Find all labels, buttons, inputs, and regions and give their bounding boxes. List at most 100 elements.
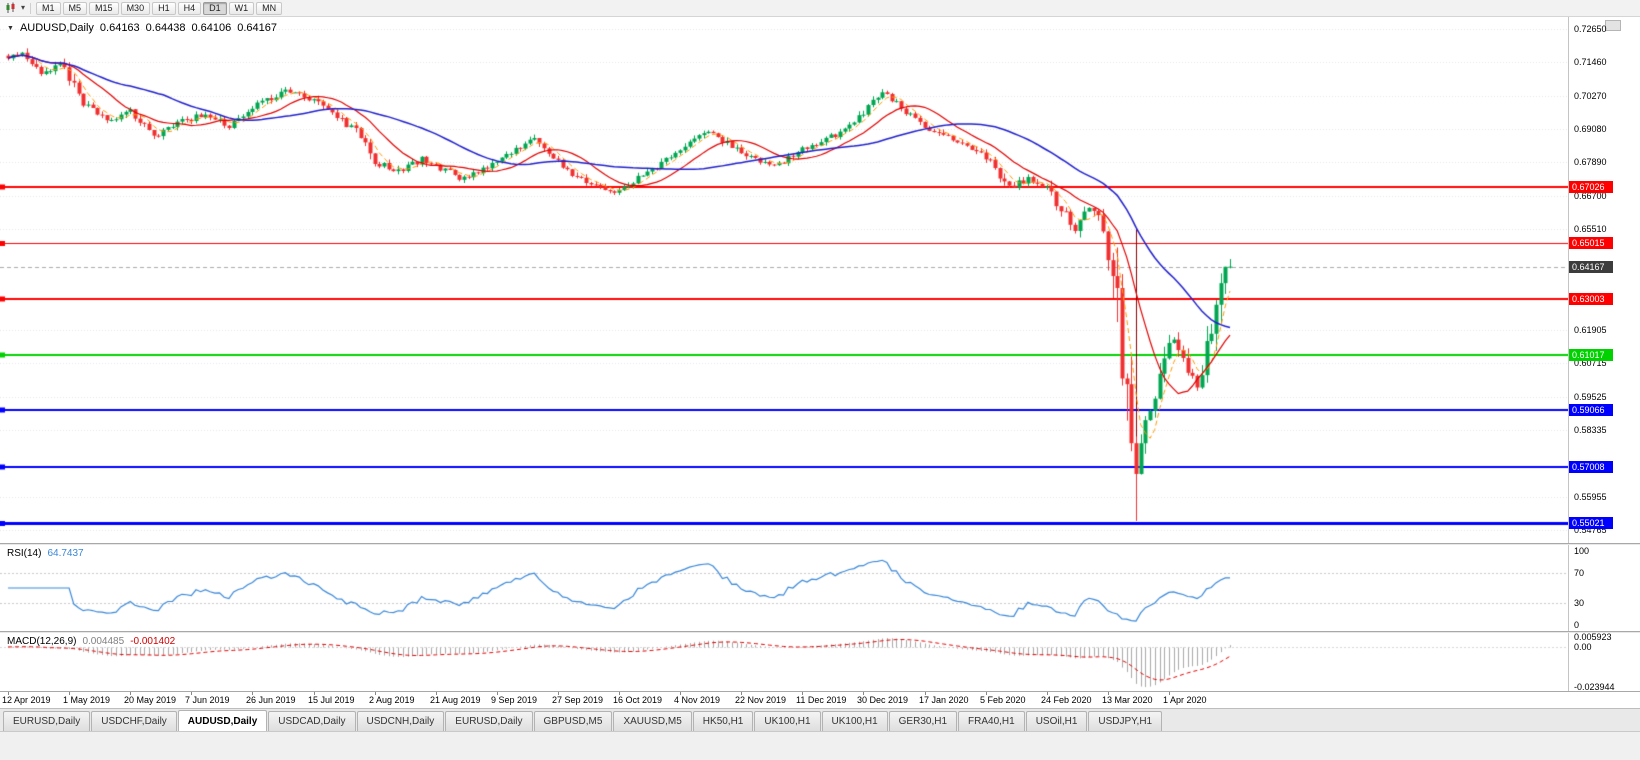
current-price-badge: 0.64167 xyxy=(1569,261,1613,273)
timeframe-button-h1[interactable]: H1 xyxy=(152,1,176,15)
tab-usoil-h1[interactable]: USOil,H1 xyxy=(1025,711,1088,731)
timeframe-buttons: M1 M5 M15 M30 H1 H4 D1 W1 MN xyxy=(36,1,283,15)
time-axis-label: 24 Feb 2020 xyxy=(1041,695,1092,705)
tab-eurusd-daily[interactable]: EURUSD,Daily xyxy=(3,711,91,731)
time-axis[interactable]: 12 Apr 2019 1 May 2019 20 May 2019 7 Jun 20… xyxy=(0,691,1640,708)
rsi-axis-label: 70 xyxy=(1574,568,1585,579)
time-tick xyxy=(252,692,253,695)
time-tick xyxy=(1108,692,1109,695)
time-tick xyxy=(925,692,926,695)
tab-hk50-h1[interactable]: HK50,H1 xyxy=(692,711,754,731)
time-tick xyxy=(863,692,864,695)
price-axis-label: 0.72650 xyxy=(1574,24,1607,35)
chart-tab-bar: EURUSD,Daily USDCHF,Daily AUDUSD,Daily USDC… xyxy=(0,708,1640,731)
price-chart-canvas[interactable] xyxy=(0,17,1568,543)
tab-xauusd-m5[interactable]: XAUUSD,M5 xyxy=(613,711,692,731)
price-line-badge: 0.61017 xyxy=(1569,349,1613,361)
price-axis-label: 0.67890 xyxy=(1574,157,1607,168)
timeframe-button-h4[interactable]: H4 xyxy=(177,1,202,15)
tab-eurusd-daily[interactable]: EURUSD,Daily xyxy=(445,711,533,731)
macd-panel: MACD(12,26,9) 0.004485 -0.001402 0.00592… xyxy=(0,633,1640,691)
main-chart-panel: ▼ AUDUSD,Daily 0.64163 0.64438 0.64106 0… xyxy=(0,17,1640,543)
time-tick xyxy=(314,692,315,695)
chart-type-icon[interactable] xyxy=(3,2,19,15)
tab-fra40-h1[interactable]: FRA40,H1 xyxy=(958,711,1025,731)
timeframe-button-m30[interactable]: M30 xyxy=(120,1,151,15)
time-tick xyxy=(741,692,742,695)
timeframe-button-m5[interactable]: M5 xyxy=(62,1,88,15)
time-axis-label: 4 Nov 2019 xyxy=(674,695,721,705)
tab-gbpusd-m5[interactable]: GBPUSD,M5 xyxy=(533,711,613,731)
time-tick xyxy=(619,692,620,695)
timeframe-toolbar: ▾ M1 M5 M15 M30 H1 H4 D1 W1 MN xyxy=(0,0,1640,17)
chart-type-dropdown-icon[interactable]: ▾ xyxy=(21,3,26,12)
time-axis-label: 15 Jul 2019 xyxy=(308,695,355,705)
timeframe-button-m15[interactable]: M15 xyxy=(89,1,119,15)
tab-audusd-daily[interactable]: AUDUSD,Daily xyxy=(177,710,268,731)
ohlc-low: 0.64106 xyxy=(191,22,232,34)
symbol-dropdown-icon[interactable]: ▼ xyxy=(7,24,14,32)
macd-chart-canvas[interactable] xyxy=(0,633,1568,691)
macd-axis-label: 0.00 xyxy=(1574,641,1592,652)
tab-usdchf-daily[interactable]: USDCHF,Daily xyxy=(91,711,177,731)
timeframe-button-mn[interactable]: MN xyxy=(256,1,283,15)
time-tick xyxy=(1169,692,1170,695)
time-axis-label: 7 Jun 2019 xyxy=(185,695,230,705)
panel-splitter[interactable] xyxy=(0,631,1640,633)
timeframe-button-d1[interactable]: D1 xyxy=(203,1,227,15)
time-axis-label: 27 Sep 2019 xyxy=(552,695,604,705)
time-tick xyxy=(802,692,803,695)
tab-usdcad-daily[interactable]: USDCAD,Daily xyxy=(268,711,356,731)
tab-usdjpy-h1[interactable]: USDJPY,H1 xyxy=(1088,711,1163,731)
rsi-value: 64.7437 xyxy=(47,548,84,559)
time-tick xyxy=(497,692,498,695)
price-line-badge: 0.63003 xyxy=(1569,293,1613,305)
macd-axis-label: 0.005923 xyxy=(1574,633,1612,642)
price-axis-label: 0.66700 xyxy=(1574,190,1607,201)
status-bar xyxy=(0,731,1640,760)
macd-signal-value: -0.001402 xyxy=(130,636,176,647)
time-axis-label: 16 Oct 2019 xyxy=(613,695,663,705)
tab-usdcnh-daily[interactable]: USDCNH,Daily xyxy=(356,711,445,731)
tab-uk100-h1[interactable]: UK100,H1 xyxy=(821,711,888,731)
timeframe-button-w1[interactable]: W1 xyxy=(228,1,255,15)
price-axis-label: 0.54765 xyxy=(1574,524,1607,535)
chart-shift-marker[interactable] xyxy=(1605,20,1621,31)
price-axis-label: 0.60715 xyxy=(1574,358,1607,369)
price-line-badge: 0.67026 xyxy=(1569,181,1613,193)
time-tick xyxy=(986,692,987,695)
rsi-panel: RSI(14) 64.7437 100 70 30 0 xyxy=(0,545,1640,631)
rsi-axis-label: 30 xyxy=(1574,597,1585,608)
panel-splitter[interactable] xyxy=(0,543,1640,545)
time-axis-label: 30 Dec 2019 xyxy=(857,695,909,705)
macd-header: MACD(12,26,9) 0.004485 -0.001402 xyxy=(7,636,175,647)
price-line-badge: 0.55021 xyxy=(1569,517,1613,529)
rsi-chart-canvas[interactable] xyxy=(0,545,1568,631)
price-line-badge: 0.59066 xyxy=(1569,404,1613,416)
time-axis-label: 11 Dec 2019 xyxy=(796,695,847,705)
chart-title: ▼ AUDUSD,Daily 0.64163 0.64438 0.64106 0… xyxy=(7,22,277,34)
timeframe-button-m1[interactable]: M1 xyxy=(36,1,61,15)
macd-axis-label: -0.023944 xyxy=(1574,682,1615,691)
macd-name: MACD(12,26,9) xyxy=(7,636,77,647)
tab-uk100-h1[interactable]: UK100,H1 xyxy=(754,711,821,731)
price-axis-label: 0.59525 xyxy=(1574,391,1607,402)
rsi-axis-label: 100 xyxy=(1574,546,1590,556)
price-axis[interactable]: 0.72650 0.71460 0.70270 0.69080 0.67890 0.667… xyxy=(1568,17,1640,543)
price-axis-label: 0.69080 xyxy=(1574,124,1607,135)
time-tick xyxy=(69,692,70,695)
rsi-axis-label: 0 xyxy=(1574,620,1580,630)
time-axis-label: 17 Jan 2020 xyxy=(919,695,969,705)
time-tick xyxy=(680,692,681,695)
price-axis-label: 0.55955 xyxy=(1574,491,1607,502)
ohlc-close: 0.64167 xyxy=(237,22,277,34)
macd-main-value: 0.004485 xyxy=(82,636,125,647)
time-axis-label: 13 Mar 2020 xyxy=(1102,695,1153,705)
macd-axis[interactable]: 0.005923 0.00 -0.023944 xyxy=(1568,633,1640,691)
time-axis-label: 1 May 2019 xyxy=(63,695,111,705)
toolbar-separator xyxy=(30,2,32,14)
tab-ger30-h1[interactable]: GER30,H1 xyxy=(888,711,958,731)
rsi-axis[interactable]: 100 70 30 0 xyxy=(1568,545,1640,631)
price-axis-label: 0.61905 xyxy=(1574,324,1607,335)
time-axis-label: 21 Aug 2019 xyxy=(430,695,481,705)
